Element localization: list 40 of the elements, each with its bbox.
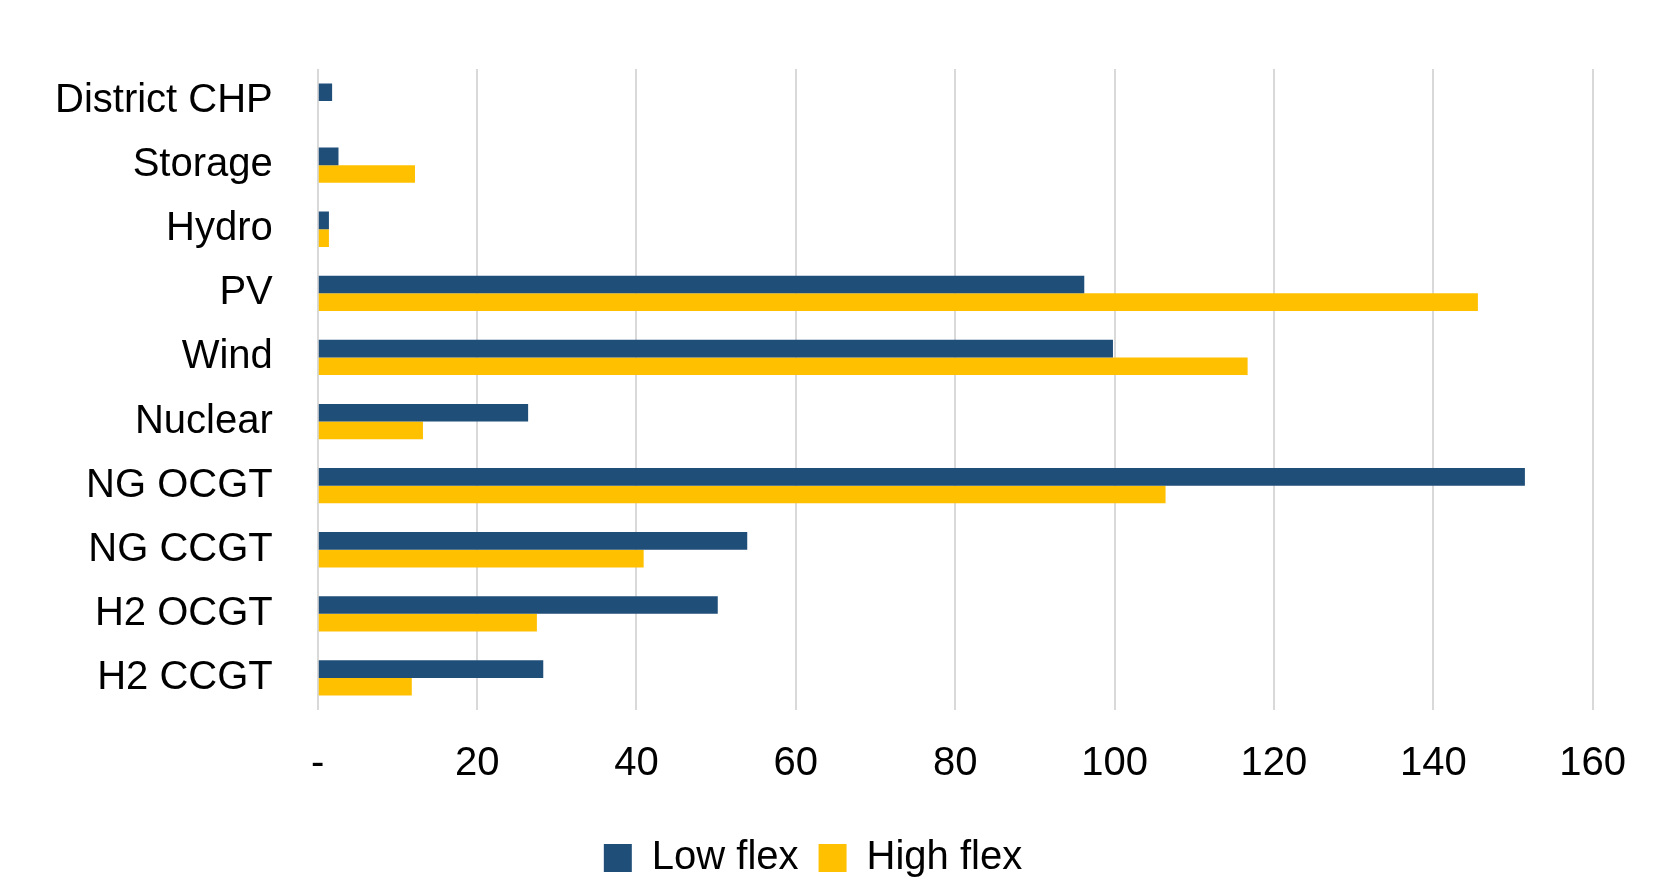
bar [318,229,329,247]
bar [318,660,544,678]
bar [318,485,1166,504]
legend-label: Low flex [651,833,799,878]
bar [318,339,1113,358]
x-tick-label: 20 [454,739,500,784]
legend-label: High flex [866,833,1023,878]
y-tick-label: H2 OCGT [94,588,273,633]
bar [318,421,423,440]
bar [318,596,718,614]
bar [318,468,1525,486]
bar [318,677,412,696]
bar [318,211,329,230]
bar [318,613,537,632]
y-tick-label: Wind [181,332,273,377]
x-tick-label: 160 [1559,739,1627,784]
y-tick-label: NG OCGT [86,460,273,505]
bar [318,165,415,183]
x-tick-label: - [311,739,325,784]
bar [318,83,333,102]
y-tick-label: PV [219,268,274,313]
y-tick-label: District CHP [54,76,273,121]
x-tick-label: 80 [932,739,978,784]
y-tick-label: Hydro [166,204,273,249]
bar [318,532,748,550]
y-tick-label: Storage [132,140,273,185]
x-tick-label: 40 [614,739,659,784]
x-tick-label: 60 [773,739,819,784]
y-tick-label: NG CCGT [88,524,273,569]
x-tick-label: 140 [1399,739,1467,784]
y-tick-label: H2 CCGT [97,652,273,697]
x-tick-label: 100 [1081,739,1148,784]
bar [318,403,529,422]
bar [318,357,1248,376]
bar [318,293,1478,311]
bar [318,147,339,166]
y-tick-label: Nuclear [134,396,273,441]
bar [318,549,644,568]
bar [318,275,1085,294]
x-tick-label: 120 [1240,739,1308,784]
